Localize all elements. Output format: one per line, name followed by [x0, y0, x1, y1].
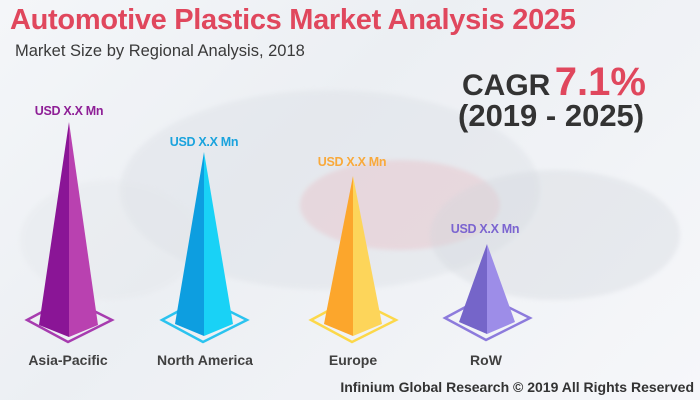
pyramid-shape — [442, 244, 533, 342]
copyright-footer: Infinium Global Research © 2019 All Righ… — [340, 379, 694, 395]
category-label: Asia-Pacific — [28, 352, 108, 368]
bar-value-label: USD X.X Mn — [34, 104, 104, 118]
category-label: North America — [157, 352, 253, 368]
chart-subtitle: Market Size by Regional Analysis, 2018 — [15, 42, 305, 60]
bar-value-label: USD X.X Mn — [169, 135, 239, 149]
category-label: RoW — [470, 352, 502, 368]
cagr-period: (2019 - 2025) — [458, 98, 645, 133]
pyramid-shape — [24, 122, 115, 344]
page-title: Automotive Plastics Market Analysis 2025 — [10, 4, 576, 36]
pyramid-shape — [308, 176, 399, 344]
bar-value-label: USD X.X Mn — [317, 155, 387, 169]
pyramid-shape — [159, 152, 250, 344]
cagr-value: 7.1% — [554, 60, 646, 104]
category-label: Europe — [328, 352, 378, 368]
cagr-label: CAGR — [462, 69, 551, 102]
cagr-annotation: CAGR 7.1% — [462, 60, 646, 105]
bar-value-label: USD X.X Mn — [450, 222, 520, 236]
